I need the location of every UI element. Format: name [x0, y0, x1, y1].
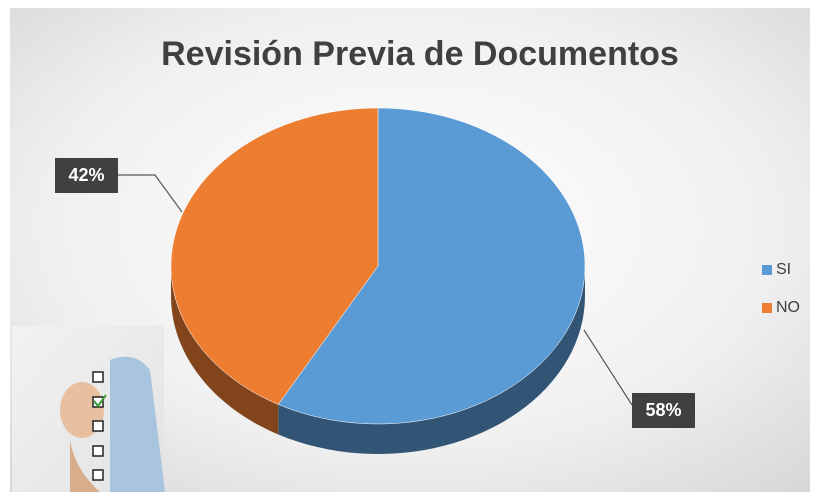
data-label: 58%	[645, 400, 681, 420]
slice-side	[171, 266, 279, 435]
decoration	[12, 326, 165, 492]
chart-title: Revisión Previa de Documentos	[161, 35, 679, 73]
data-label: 42%	[68, 165, 104, 185]
legend-swatch	[762, 303, 772, 313]
leader-line	[118, 174, 183, 213]
legend-swatch	[762, 265, 772, 275]
slice	[170, 107, 379, 405]
slice	[277, 107, 586, 425]
slice-side	[278, 266, 585, 454]
leader-line	[583, 329, 633, 406]
legend-label: NO	[776, 299, 800, 316]
legend-label: SI	[776, 261, 791, 278]
data-label-box	[55, 158, 118, 193]
data-label-box	[632, 393, 695, 428]
